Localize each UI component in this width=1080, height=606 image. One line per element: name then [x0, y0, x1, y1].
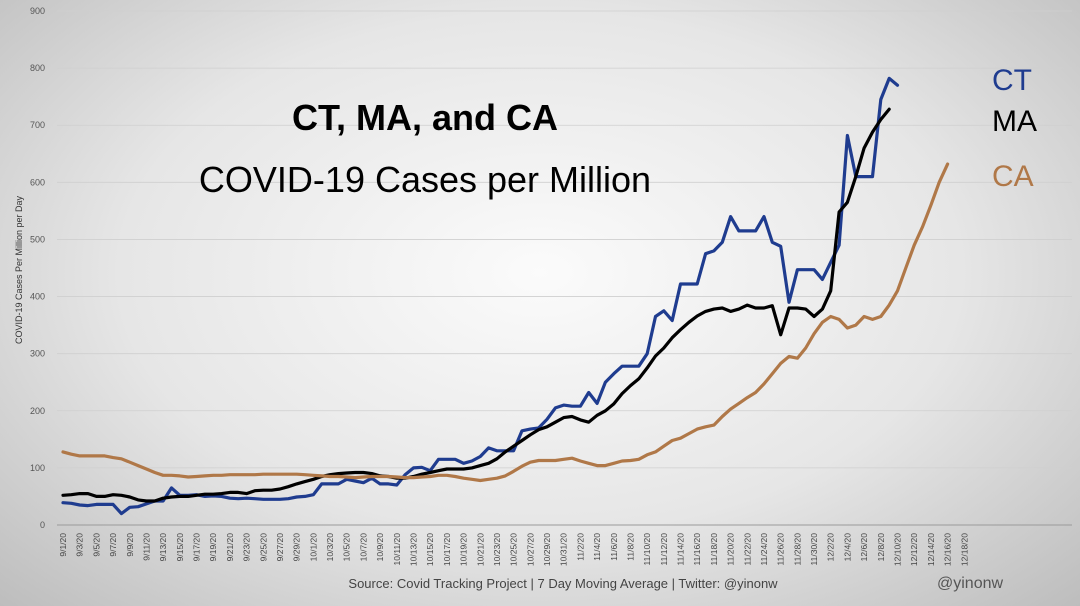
x-tick-label: 9/7/20 — [108, 533, 118, 557]
x-tick-label: 9/9/20 — [125, 533, 135, 557]
x-tick-label: 11/4/20 — [592, 533, 602, 561]
y-tick-label: 900 — [30, 6, 45, 16]
y-tick-label: 100 — [30, 463, 45, 473]
x-tick-label: 9/21/20 — [225, 533, 235, 562]
x-tick-label: 9/27/20 — [275, 533, 285, 562]
y-tick-label: 400 — [30, 292, 45, 302]
x-tick-label: 12/2/20 — [826, 533, 836, 562]
x-tick-label: 12/18/20 — [959, 533, 969, 566]
x-tick-label: 10/15/20 — [425, 533, 435, 566]
x-tick-label: 11/24/20 — [759, 533, 769, 566]
series-line-ma — [61, 107, 891, 503]
y-tick-label: 600 — [30, 177, 45, 187]
series-label-ma: MA — [992, 105, 1037, 138]
x-tick-label: 10/25/20 — [509, 533, 519, 566]
x-tick-label: 10/23/20 — [492, 533, 502, 566]
x-tick-label: 11/2/20 — [575, 533, 585, 561]
x-tick-label: 10/27/20 — [525, 533, 535, 566]
y-tick-label: 800 — [30, 63, 45, 73]
y-tick-label: 200 — [30, 406, 45, 416]
x-tick-label: 10/17/20 — [442, 533, 452, 566]
x-tick-label: 11/8/20 — [625, 533, 635, 561]
x-tick-label: 10/9/20 — [375, 533, 385, 562]
x-tick-label: 12/14/20 — [926, 533, 936, 566]
x-tick-label: 9/13/20 — [158, 533, 168, 562]
x-tick-label: 10/11/20 — [392, 533, 402, 566]
series-line-ct — [61, 76, 900, 516]
x-tick-label: 11/20/20 — [726, 533, 736, 566]
y-tick-label: 300 — [30, 349, 45, 359]
x-tick-label: 11/6/20 — [609, 533, 619, 561]
x-tick-label: 10/1/20 — [308, 533, 318, 562]
x-tick-label: 9/23/20 — [242, 533, 252, 562]
x-tick-label: 12/12/20 — [909, 533, 919, 566]
x-tick-label: 9/3/20 — [75, 533, 85, 557]
x-tick-label: 11/26/20 — [776, 533, 786, 566]
x-tick-label: 10/29/20 — [542, 533, 552, 566]
x-tick-label: 10/7/20 — [358, 533, 368, 562]
x-tick-label: 9/11/20 — [141, 533, 151, 561]
x-tick-label: 10/5/20 — [342, 533, 352, 562]
x-tick-label: 9/17/20 — [192, 533, 202, 562]
chart-subtitle: COVID-19 Cases per Million — [199, 159, 651, 200]
y-axis-ticks: 0 100 200 300 400 500 600 700 800 900 — [30, 6, 45, 530]
series-label-ct: CT — [992, 64, 1032, 97]
x-tick-label: 10/13/20 — [408, 533, 418, 566]
x-tick-label: 10/19/20 — [459, 533, 469, 566]
x-tick-label: 11/12/20 — [659, 533, 669, 566]
credit-handle: @yinonw — [937, 575, 1003, 592]
x-tick-label: 12/4/20 — [842, 533, 852, 562]
y-tick-label: 500 — [30, 234, 45, 244]
y-tick-label: 0 — [40, 520, 45, 530]
x-axis-ticks: 9/1/20 9/3/20 9/5/20 9/7/20 9/9/20 9/11/20 9/1… — [58, 533, 969, 566]
x-tick-label: 12/8/20 — [876, 533, 886, 562]
chart-title: CT, MA, and CA — [292, 97, 558, 138]
x-tick-label: 9/19/20 — [208, 533, 218, 562]
gridlines — [57, 10, 1072, 469]
x-tick-label: 11/14/20 — [676, 533, 686, 566]
x-tick-label: 11/18/20 — [709, 533, 719, 566]
source-note: Source: Covid Tracking Project | 7 Day M… — [348, 576, 778, 591]
x-tick-label: 12/16/20 — [943, 533, 953, 566]
y-axis-label: COVID-19 Cases Per Million per Day — [14, 195, 24, 344]
x-tick-label: 9/15/20 — [175, 533, 185, 562]
x-tick-label: 10/21/20 — [475, 533, 485, 566]
x-tick-label: 10/3/20 — [325, 533, 335, 562]
x-tick-label: 9/25/20 — [258, 533, 268, 562]
x-tick-label: 11/22/20 — [742, 533, 752, 566]
x-tick-label: 9/5/20 — [91, 533, 101, 557]
x-tick-label: 11/10/20 — [642, 533, 652, 566]
x-tick-label: 11/30/20 — [809, 533, 819, 566]
series-lines — [61, 76, 950, 516]
x-tick-label: 10/31/20 — [559, 533, 569, 566]
series-line-ca — [61, 162, 950, 483]
x-tick-label: 11/16/20 — [692, 533, 702, 566]
x-tick-label: 9/1/20 — [58, 533, 68, 557]
x-tick-label: 12/10/20 — [893, 533, 903, 566]
series-label-ca: CA — [992, 160, 1034, 193]
x-tick-label: 12/6/20 — [859, 533, 869, 562]
y-tick-label: 700 — [30, 120, 45, 130]
x-tick-label: 9/29/20 — [292, 533, 302, 562]
x-tick-label: 11/28/20 — [792, 533, 802, 566]
